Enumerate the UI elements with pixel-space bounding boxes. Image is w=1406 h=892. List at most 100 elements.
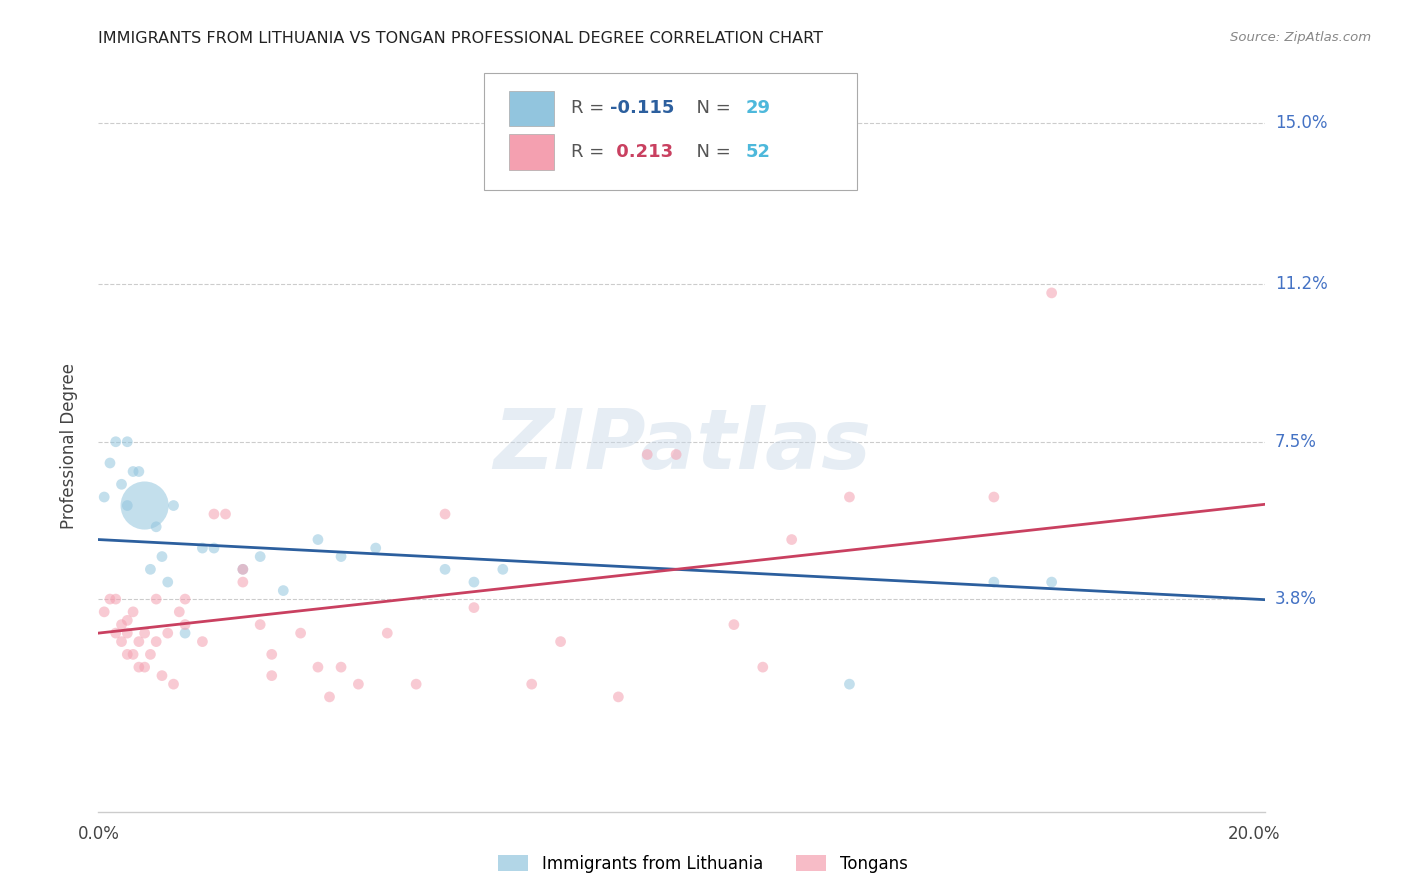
- Point: [249, 549, 271, 564]
- Point: [174, 617, 197, 632]
- Point: [98, 592, 121, 607]
- Point: [117, 499, 139, 513]
- Point: [307, 660, 329, 674]
- Point: [174, 592, 197, 607]
- Point: [139, 562, 162, 576]
- Text: Source: ZipAtlas.com: Source: ZipAtlas.com: [1230, 31, 1371, 45]
- Text: R =: R =: [571, 99, 610, 117]
- Point: [838, 677, 860, 691]
- Point: [202, 541, 225, 555]
- Point: [145, 592, 167, 607]
- Text: 0.213: 0.213: [610, 143, 672, 161]
- Text: R =: R =: [571, 143, 610, 161]
- Point: [134, 660, 156, 674]
- Point: [260, 668, 283, 682]
- Point: [117, 626, 139, 640]
- Point: [723, 617, 745, 632]
- Bar: [509, 135, 554, 169]
- Point: [607, 690, 630, 704]
- Point: [290, 626, 312, 640]
- Point: [110, 477, 132, 491]
- Bar: [509, 90, 554, 126]
- Point: [983, 490, 1005, 504]
- Point: [156, 626, 179, 640]
- Point: [150, 668, 173, 682]
- Text: N =: N =: [685, 143, 737, 161]
- Point: [202, 507, 225, 521]
- Point: [232, 562, 254, 576]
- Text: IMMIGRANTS FROM LITHUANIA VS TONGAN PROFESSIONAL DEGREE CORRELATION CHART: IMMIGRANTS FROM LITHUANIA VS TONGAN PROF…: [98, 31, 824, 46]
- Point: [191, 541, 214, 555]
- Point: [463, 575, 485, 590]
- Text: 52: 52: [747, 143, 770, 161]
- Text: 7.5%: 7.5%: [1275, 433, 1317, 450]
- Y-axis label: Professional Degree: Professional Degree: [59, 363, 77, 529]
- Point: [318, 690, 340, 704]
- Point: [983, 575, 1005, 590]
- Point: [260, 648, 283, 662]
- Point: [330, 549, 353, 564]
- Text: ZIPatlas: ZIPatlas: [494, 406, 870, 486]
- Point: [117, 434, 139, 449]
- Text: 11.2%: 11.2%: [1275, 276, 1327, 293]
- Text: N =: N =: [685, 99, 737, 117]
- Point: [838, 490, 860, 504]
- FancyBboxPatch shape: [484, 73, 856, 190]
- Point: [104, 626, 127, 640]
- Point: [1040, 285, 1063, 300]
- Point: [117, 613, 139, 627]
- Text: -0.115: -0.115: [610, 99, 673, 117]
- Point: [271, 583, 294, 598]
- Point: [434, 507, 457, 521]
- Point: [405, 677, 427, 691]
- Legend: Immigrants from Lithuania, Tongans: Immigrants from Lithuania, Tongans: [492, 848, 914, 880]
- Point: [122, 465, 145, 479]
- Point: [122, 648, 145, 662]
- Point: [249, 617, 271, 632]
- Point: [1040, 575, 1063, 590]
- Point: [780, 533, 803, 547]
- Point: [134, 499, 156, 513]
- Point: [550, 634, 572, 648]
- Point: [145, 520, 167, 534]
- Point: [347, 677, 370, 691]
- Point: [162, 499, 184, 513]
- Point: [150, 549, 173, 564]
- Point: [93, 605, 115, 619]
- Point: [463, 600, 485, 615]
- Point: [98, 456, 121, 470]
- Point: [104, 434, 127, 449]
- Point: [134, 626, 156, 640]
- Point: [364, 541, 387, 555]
- Point: [128, 660, 150, 674]
- Point: [307, 533, 329, 547]
- Point: [117, 648, 139, 662]
- Point: [492, 562, 515, 576]
- Point: [110, 617, 132, 632]
- Point: [110, 634, 132, 648]
- Point: [330, 660, 353, 674]
- Point: [162, 677, 184, 691]
- Point: [145, 634, 167, 648]
- Point: [520, 677, 543, 691]
- Point: [169, 605, 191, 619]
- Point: [122, 605, 145, 619]
- Text: 3.8%: 3.8%: [1275, 591, 1317, 608]
- Point: [214, 507, 236, 521]
- Point: [128, 634, 150, 648]
- Point: [191, 634, 214, 648]
- Text: 29: 29: [747, 99, 770, 117]
- Point: [232, 575, 254, 590]
- Point: [232, 562, 254, 576]
- Point: [104, 592, 127, 607]
- Point: [434, 562, 457, 576]
- Point: [375, 626, 398, 640]
- Point: [156, 575, 179, 590]
- Point: [128, 465, 150, 479]
- Text: 15.0%: 15.0%: [1275, 114, 1327, 132]
- Point: [752, 660, 775, 674]
- Point: [665, 448, 688, 462]
- Point: [174, 626, 197, 640]
- Point: [636, 448, 658, 462]
- Point: [139, 648, 162, 662]
